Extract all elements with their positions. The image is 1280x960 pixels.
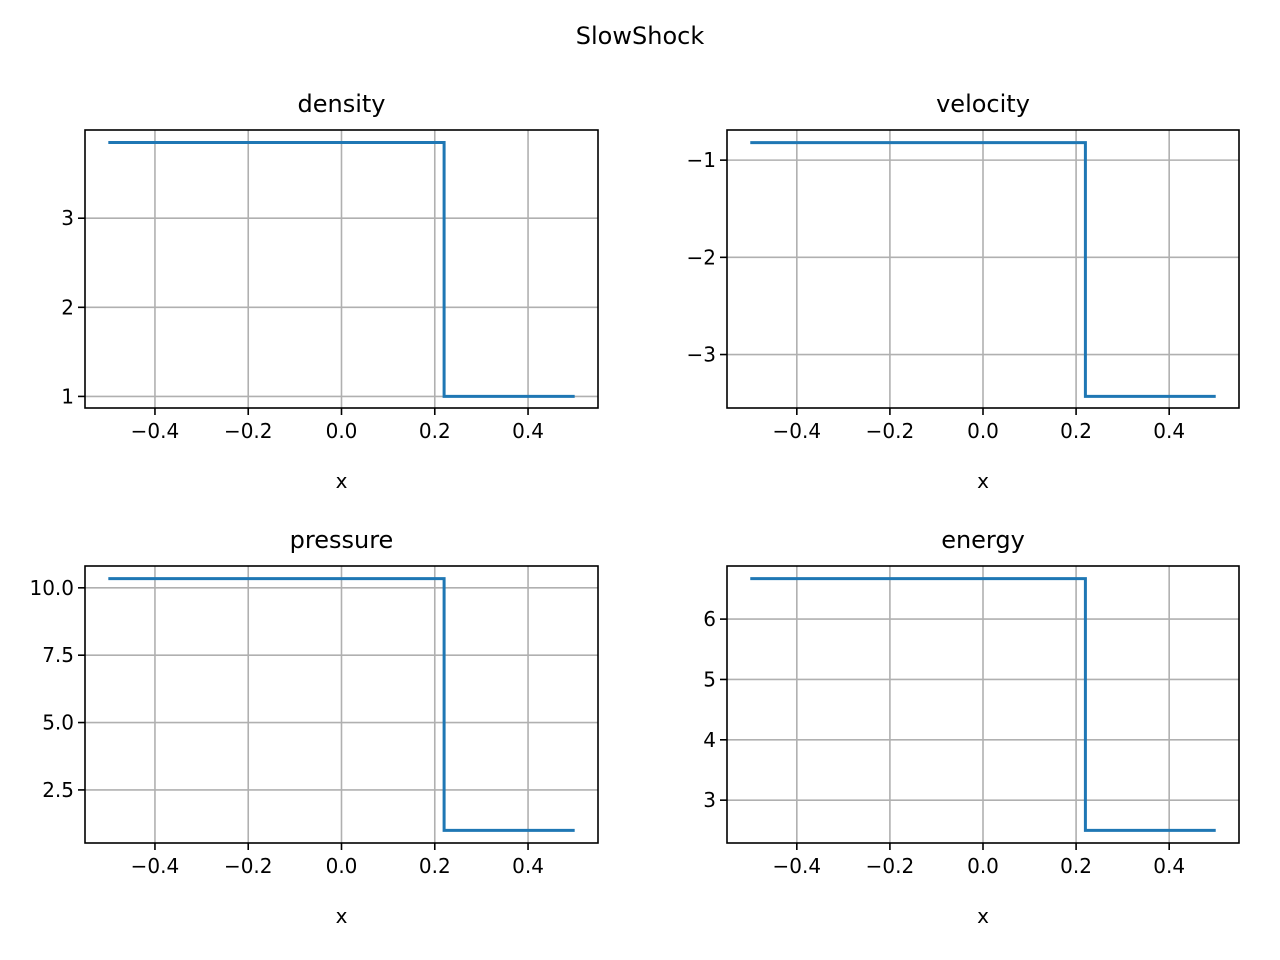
xtick-label-energy-1: −0.2 [866,854,915,878]
xaxis-label-density: x [336,469,348,493]
xtick-label-density-0: −0.4 [131,419,180,443]
ytick-label-density-0: 1 [61,384,74,408]
xtick-label-energy-4: 0.4 [1153,854,1185,878]
series-line-energy-0 [750,577,1216,832]
panel-pressure: pressure −0.4 −0.2 0.0 0.2 0.4 2.5 5.0 7.5 10.0 x [29,526,599,928]
panel-title-pressure: pressure [290,526,394,554]
xtick-label-pressure-2: 0.0 [326,854,358,878]
xaxis-label-velocity: x [977,469,989,493]
xtick-label-energy-0: −0.4 [773,854,822,878]
xtick-label-density-4: 0.4 [512,419,544,443]
series-line-velocity-0 [750,141,1216,398]
ytick-label-velocity-2: −3 [687,343,716,367]
xaxis-label-pressure: x [336,904,348,928]
xtick-label-velocity-0: −0.4 [773,419,822,443]
xtick-label-velocity-1: −0.2 [866,419,915,443]
xtick-label-energy-2: 0.0 [967,854,999,878]
ytick-label-pressure-2: 7.5 [42,643,74,667]
ytick-label-velocity-1: −2 [687,245,716,269]
ytick-label-pressure-1: 5.0 [42,711,74,735]
panel-title-velocity: velocity [936,90,1030,118]
panel-density: density −0.4 −0.2 0.0 0.2 0.4 1 2 3 x [61,90,599,493]
xtick-label-pressure-3: 0.2 [419,854,451,878]
xtick-label-velocity-3: 0.2 [1060,419,1092,443]
ytick-label-velocity-0: −1 [687,148,716,172]
ytick-label-density-2: 3 [61,206,74,230]
ytick-label-energy-3: 6 [703,607,716,631]
xtick-label-velocity-4: 0.4 [1153,419,1185,443]
ytick-label-pressure-3: 10.0 [29,576,74,600]
subplots: density −0.4 −0.2 0.0 0.2 0.4 1 2 3 x velocity −0.4… [29,90,1240,928]
ytick-label-energy-1: 4 [703,728,716,752]
ytick-label-density-1: 2 [61,295,74,319]
series-line-pressure-0 [108,577,575,832]
xtick-label-density-1: −0.2 [224,419,273,443]
panel-title-energy: energy [941,526,1025,554]
xtick-label-pressure-4: 0.4 [512,854,544,878]
panel-velocity: velocity −0.4 −0.2 0.0 0.2 0.4 −1 −2 −3 x [687,90,1240,493]
ytick-label-pressure-0: 2.5 [42,778,74,802]
xtick-label-energy-3: 0.2 [1060,854,1092,878]
panel-energy: energy −0.4 −0.2 0.0 0.2 0.4 3 4 5 6 x [703,526,1240,928]
xtick-label-velocity-2: 0.0 [967,419,999,443]
xtick-label-density-3: 0.2 [419,419,451,443]
xtick-label-density-2: 0.0 [326,419,358,443]
xtick-label-pressure-0: −0.4 [131,854,180,878]
figure-title: SlowShock [576,22,705,50]
ytick-label-energy-2: 5 [703,667,716,691]
series-line-density-0 [108,140,575,398]
panel-title-density: density [298,90,386,118]
xtick-label-pressure-1: −0.2 [224,854,273,878]
xaxis-label-energy: x [977,904,989,928]
ytick-label-energy-0: 3 [703,788,716,812]
